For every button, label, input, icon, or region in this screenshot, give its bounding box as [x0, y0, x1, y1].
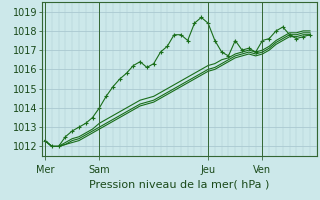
X-axis label: Pression niveau de la mer( hPa ): Pression niveau de la mer( hPa ): [89, 179, 269, 189]
